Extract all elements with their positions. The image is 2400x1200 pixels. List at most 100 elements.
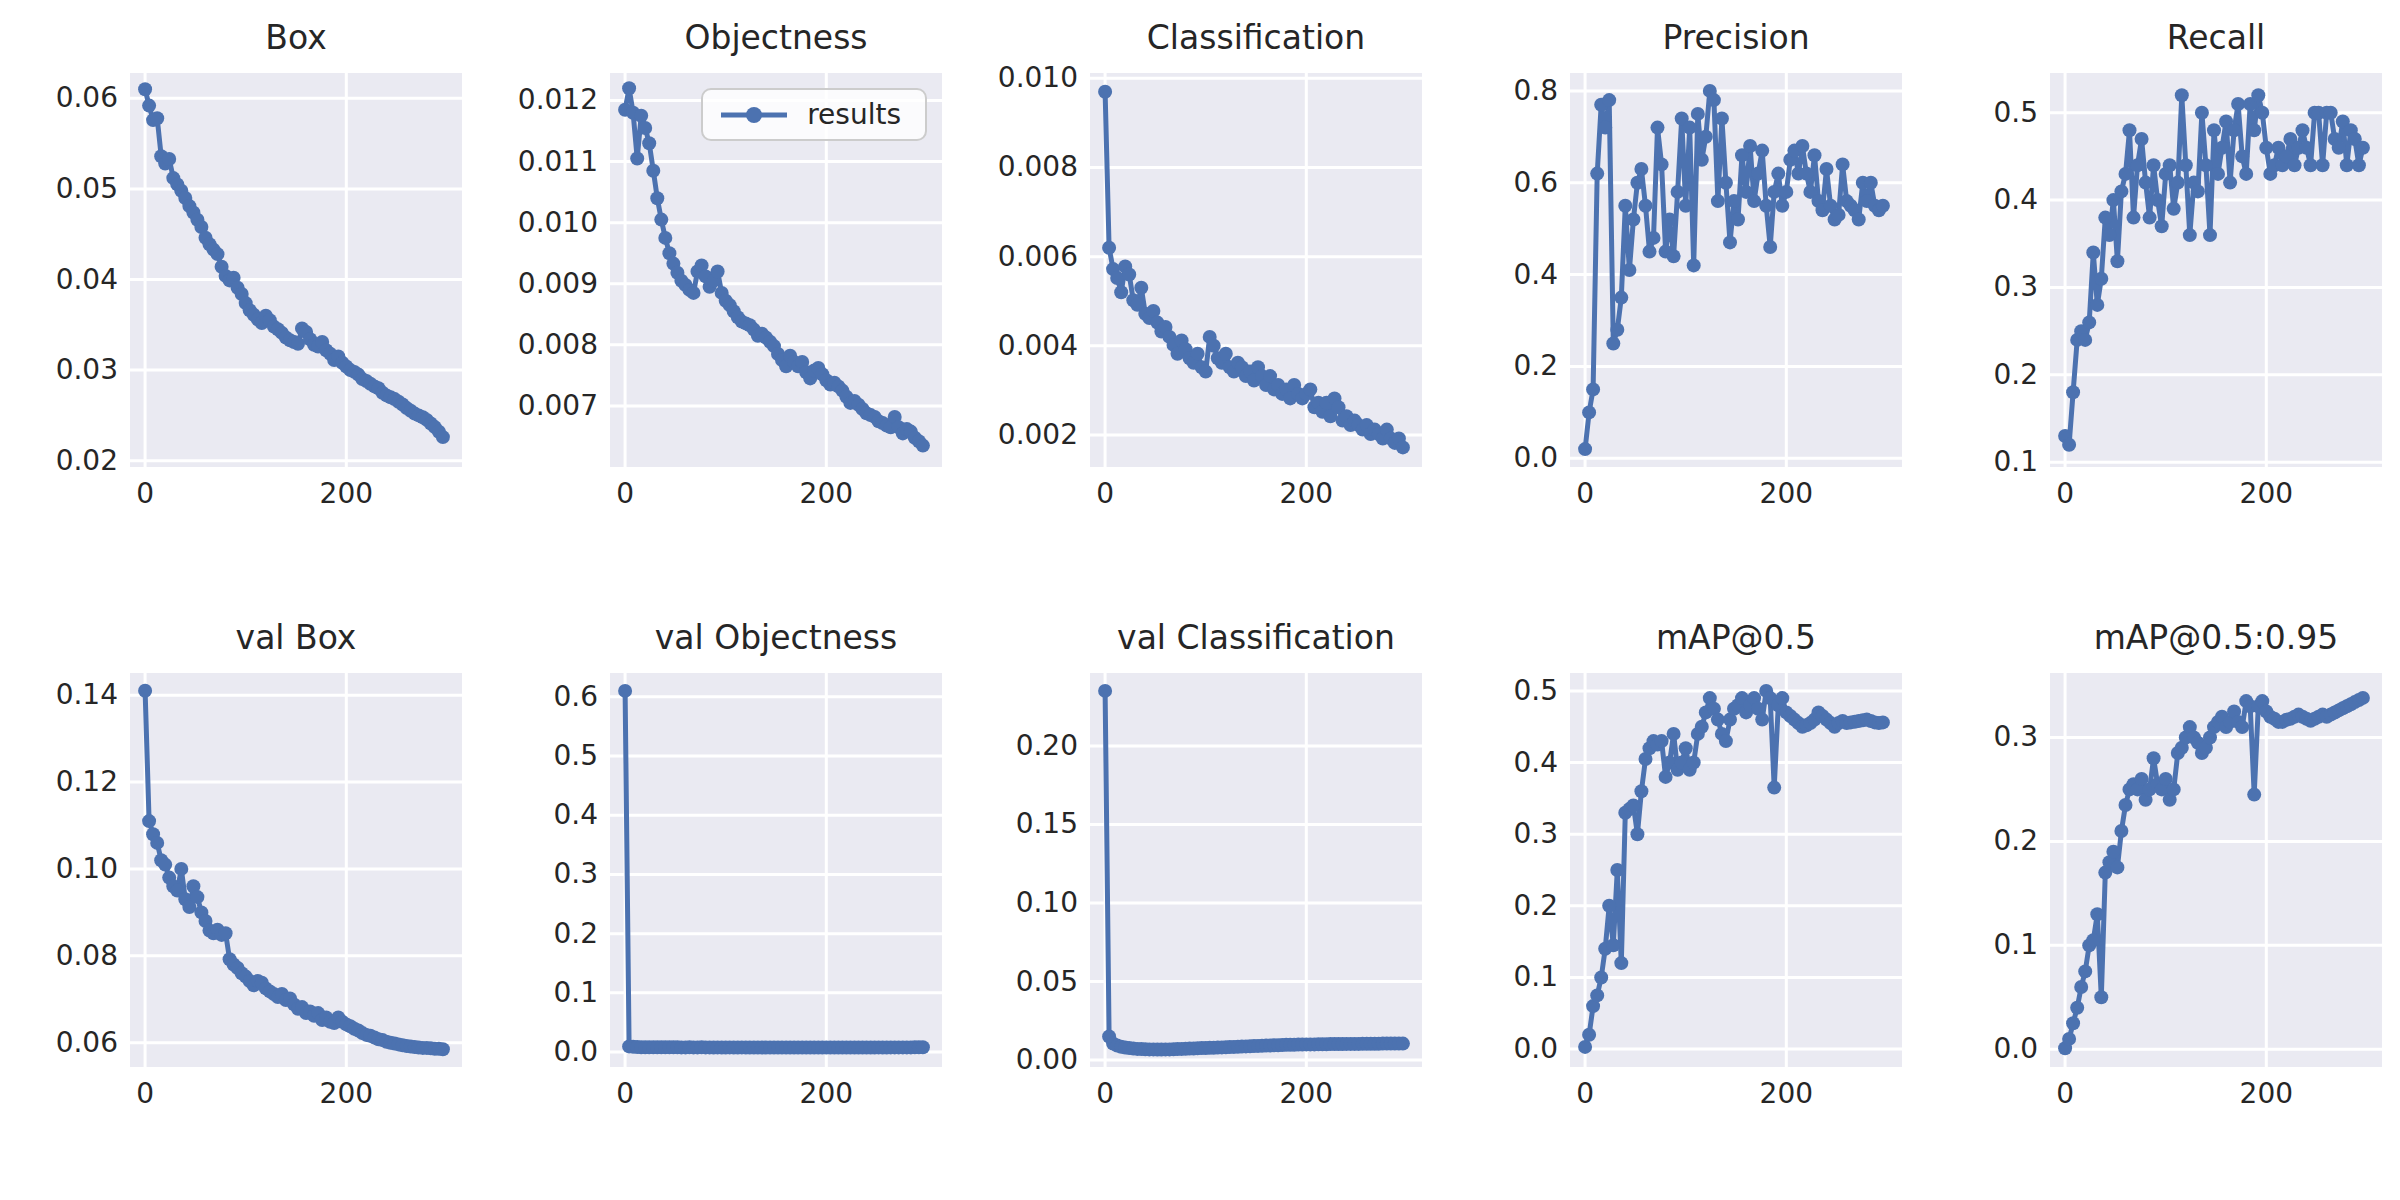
data-point: [2135, 132, 2149, 146]
y-tick-label: 0.008: [480, 328, 598, 362]
data-point: [2223, 176, 2237, 190]
training-results-figure: Box0.020.030.040.050.060200Objectness0.0…: [0, 0, 2400, 1200]
data-point: [1832, 208, 1846, 222]
data-point: [1775, 199, 1789, 213]
data-point: [2207, 123, 2221, 137]
y-tick-label: 0.5: [1440, 674, 1558, 708]
data-point: [2066, 385, 2080, 399]
data-point: [658, 231, 672, 245]
subplot-recall: Recall0.10.20.30.40.50200: [1920, 0, 2400, 600]
data-point: [174, 862, 188, 876]
data-point: [1618, 199, 1632, 213]
y-tick-label: 0.2: [1440, 349, 1558, 383]
data-point: [2086, 246, 2100, 260]
data-point: [1655, 734, 1669, 748]
data-point: [2259, 141, 2273, 155]
data-point: [142, 99, 156, 113]
data-point: [1759, 199, 1773, 213]
data-point: [162, 152, 176, 166]
data-point: [1647, 231, 1661, 245]
y-tick-label: 0.009: [480, 267, 598, 301]
data-point: [1711, 194, 1725, 208]
data-point: [1799, 167, 1813, 181]
data-point: [634, 109, 648, 123]
data-point: [1098, 684, 1112, 698]
data-point: [2203, 228, 2217, 242]
data-point: [2127, 211, 2141, 225]
data-point: [2191, 184, 2205, 198]
data-point: [1695, 153, 1709, 167]
plot-area-precision: [1570, 73, 1902, 467]
data-point: [1622, 263, 1636, 277]
data-point: [2163, 158, 2177, 172]
data-point: [2119, 798, 2133, 812]
chart-title-precision: Precision: [1570, 18, 1902, 57]
y-tick-label: 0.12: [0, 765, 118, 799]
data-point: [1191, 347, 1205, 361]
data-point: [2098, 211, 2112, 225]
y-tick-label: 0.08: [0, 939, 118, 973]
y-tick-label: 0.1: [480, 976, 598, 1010]
y-tick-label: 0.20: [960, 729, 1078, 763]
y-tick-label: 0.10: [960, 886, 1078, 920]
data-point: [1775, 691, 1789, 705]
x-tick-label: 0: [136, 1077, 154, 1111]
data-point: [1795, 139, 1809, 153]
chart-title-box: Box: [130, 18, 462, 57]
data-point: [1836, 157, 1850, 171]
x-tick-label: 200: [2240, 1077, 2293, 1111]
data-point: [2356, 691, 2370, 705]
y-tick-label: 0.008: [960, 150, 1078, 184]
y-tick-label: 0.4: [1440, 258, 1558, 292]
data-point: [2143, 211, 2157, 225]
y-tick-label: 0.5: [480, 739, 598, 773]
chart-title-val-classification: val Classification: [1090, 618, 1422, 657]
data-point: [2086, 933, 2100, 947]
data-point: [1396, 440, 1410, 454]
data-point: [1747, 194, 1761, 208]
y-tick-label: 0.004: [960, 329, 1078, 363]
x-tick-label: 0: [136, 477, 154, 511]
data-point: [1626, 799, 1640, 813]
y-tick-label: 0.0: [1440, 1032, 1558, 1066]
chart-title-classification: Classification: [1090, 18, 1422, 57]
data-point: [1723, 235, 1737, 249]
y-tick-label: 0.0: [1440, 441, 1558, 475]
data-point: [2332, 141, 2346, 155]
data-point: [1699, 130, 1713, 144]
data-point: [1594, 971, 1608, 985]
data-point: [1715, 112, 1729, 126]
y-tick-label: 0.0: [1920, 1032, 2038, 1066]
data-point: [642, 136, 656, 150]
data-point: [1578, 1040, 1592, 1054]
data-point: [2155, 219, 2169, 233]
data-point: [2094, 990, 2108, 1004]
data-point: [1110, 271, 1124, 285]
y-tick-label: 0.03: [0, 353, 118, 387]
y-tick-label: 0.04: [0, 263, 118, 297]
plot-background: [1090, 73, 1422, 467]
plot-area-val-box: [130, 673, 462, 1067]
data-point: [2131, 158, 2145, 172]
y-tick-label: 0.4: [480, 798, 598, 832]
x-tick-label: 0: [1576, 1077, 1594, 1111]
y-tick-label: 0.14: [0, 678, 118, 712]
data-point: [2231, 97, 2245, 111]
y-tick-label: 0.3: [1920, 270, 2038, 304]
data-point: [2110, 254, 2124, 268]
y-tick-label: 0.010: [480, 206, 598, 240]
data-point: [142, 814, 156, 828]
data-point: [2078, 964, 2092, 978]
plot-area-box: [130, 73, 462, 467]
data-point: [138, 82, 152, 96]
plot-area-val-classification: [1090, 673, 1422, 1067]
data-point: [436, 1042, 450, 1056]
x-tick-label: 0: [1096, 477, 1114, 511]
data-point: [2070, 1001, 2084, 1015]
chart-title-map50: mAP@0.5: [1570, 618, 1902, 657]
data-point: [2090, 907, 2104, 921]
x-tick-label: 200: [1280, 1077, 1333, 1111]
y-tick-label: 0.8: [1440, 74, 1558, 108]
x-tick-label: 200: [1760, 477, 1813, 511]
data-point: [1590, 167, 1604, 181]
